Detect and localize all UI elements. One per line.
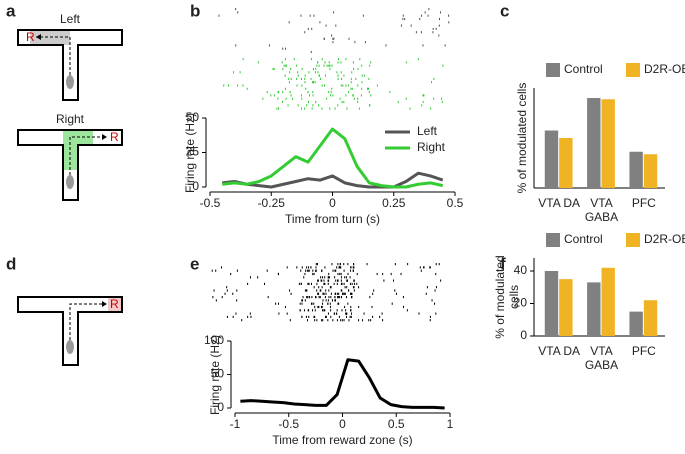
panel-label: c xyxy=(500,1,509,20)
y-tick-label: 50 xyxy=(211,367,225,381)
panel-label: d xyxy=(6,254,16,273)
x-tick-label: -0.5 xyxy=(200,196,221,210)
y-tick-label: 50 xyxy=(186,110,200,124)
legend-swatch xyxy=(626,233,640,247)
x-tick-label: 0.25 xyxy=(382,196,406,210)
legend-label: Control xyxy=(564,232,603,246)
y-tick-label: 0 xyxy=(192,179,199,193)
bar xyxy=(601,99,615,188)
panel-label: e xyxy=(190,254,199,273)
x-tick-label: -1 xyxy=(230,417,241,431)
bar xyxy=(587,282,601,336)
y-tick-label: 0 xyxy=(520,328,527,342)
legend-label: D2R-OE xyxy=(644,232,685,246)
legend-label: Left xyxy=(417,124,438,138)
y-axis-label: Firing rate (Hz) xyxy=(183,112,197,193)
legend-swatch xyxy=(626,63,640,77)
maze: Left R xyxy=(17,12,123,101)
bar xyxy=(629,311,643,336)
legend-label: Control xyxy=(564,62,603,76)
y-tick-label: 40 xyxy=(514,263,528,277)
x-tick-label: VTA GABA xyxy=(584,344,619,372)
bar xyxy=(544,130,559,188)
x-tick-label: VTA GABA xyxy=(584,196,619,224)
x-tick-label: 0.5 xyxy=(388,417,405,431)
bar xyxy=(601,267,615,336)
x-tick-label: VTA DA xyxy=(538,196,581,210)
bar xyxy=(559,138,573,188)
bar xyxy=(629,151,643,188)
x-tick-label: 1 xyxy=(447,417,454,431)
bar xyxy=(643,154,658,188)
y-tick-label: 0 xyxy=(217,400,224,414)
line xyxy=(222,171,444,189)
legend-label: D2R-OE xyxy=(644,62,685,76)
y-axis-label: Firing rate (Hz) xyxy=(208,334,222,415)
line xyxy=(222,127,444,189)
x-axis-label: Time from turn (s) xyxy=(285,212,380,226)
x-tick-label: VTA DA xyxy=(538,344,581,358)
x-tick-label: -0.5 xyxy=(278,417,299,431)
y-tick-label: 100 xyxy=(204,333,224,347)
y-axis-label: % of modulated cells xyxy=(515,82,529,194)
line xyxy=(240,358,445,410)
maze: Right R xyxy=(17,112,123,201)
legend-label: Right xyxy=(417,140,446,154)
panel-label: f xyxy=(500,254,506,273)
maze-label: Right xyxy=(56,112,85,126)
bar xyxy=(587,98,601,188)
x-tick-label: 0.5 xyxy=(447,196,464,210)
bar xyxy=(559,279,573,336)
panel-label: b xyxy=(190,1,200,20)
x-axis-label: Time from reward zone (s) xyxy=(272,433,412,447)
y-tick-label: 25 xyxy=(186,145,200,159)
y-axis-label: % of modulated cells xyxy=(493,255,521,339)
legend-swatch xyxy=(546,63,560,77)
bar xyxy=(544,271,559,336)
x-tick-label: 0 xyxy=(329,196,336,210)
panel-label: a xyxy=(6,1,16,20)
maze-label: Left xyxy=(60,12,81,26)
legend-swatch xyxy=(546,233,560,247)
maze: R xyxy=(17,296,123,366)
x-tick-label: -0.25 xyxy=(258,196,286,210)
x-tick-label: 0 xyxy=(339,417,346,431)
bar xyxy=(643,300,658,336)
x-tick-label: PFC xyxy=(631,196,656,210)
x-tick-label: PFC xyxy=(631,344,656,358)
reward-label: R xyxy=(26,30,35,44)
reward-label: R xyxy=(110,130,119,144)
reward-label: R xyxy=(110,297,119,311)
y-tick-label: 20 xyxy=(514,296,528,310)
